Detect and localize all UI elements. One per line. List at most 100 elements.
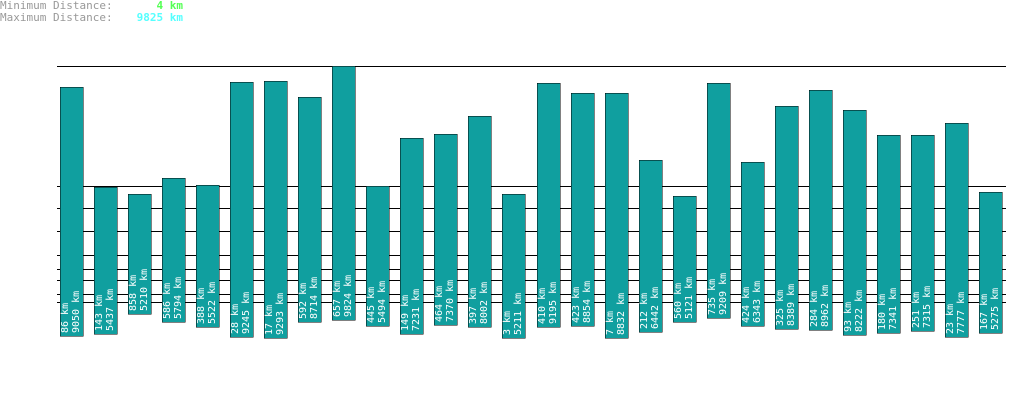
bar-low-label: 397 km [468,288,479,324]
bar-low-label: 28 km [230,304,241,334]
bar-group: 86 km 9050 km [59,86,84,337]
bar-low-label: 592 km [298,283,309,319]
range-bar [638,159,663,333]
bar-group: 251 km 7315 km [910,134,935,332]
bar-group: 149 km 7231 km [399,137,424,335]
bar-low-label: 586 km [162,283,173,319]
bar-group: 657 km 9824 km [331,65,356,321]
range-bar [944,122,969,338]
bar-high-label: 9293 km [275,293,286,335]
bar-high-label: 8714 km [309,277,320,319]
maximum-distance-value: 9825 km [136,11,183,24]
bar-high-label: 7777 km [956,292,967,334]
bar-high-label: 7231 km [411,289,422,331]
bar-group: 586 km 5794 km [161,177,186,323]
bar-high-label: 8832 km [616,293,627,335]
bar-group: 143 km 5437 km [93,186,118,335]
range-bar [706,82,731,319]
minimum-distance-label: Minimum Distance: [0,0,113,12]
distance-summary: Minimum Distance: 4 km Maximum Distance: 9… [0,0,183,24]
bar-high-label: 7341 km [888,288,899,330]
bar-high-label: 7370 km [445,280,456,322]
bar-group: 180 km 7341 km [876,134,901,334]
bar-high-label: 5210 km [139,269,150,311]
bar-low-label: 284 km [809,291,820,327]
bar-group: 7 km 8832 km [604,92,629,339]
bar-group: 464 km 7370 km [433,133,458,326]
range-bar [365,185,390,327]
range-bar [127,193,152,315]
bar-group: 424 km 6343 km [740,161,765,327]
bar-high-label: 5522 km [207,282,218,324]
range-bar [195,184,220,328]
range-bar [93,186,118,335]
bar-low-label: 149 km [400,295,411,331]
bar-low-label: 86 km [60,303,71,333]
bar-group: 592 km 8714 km [297,96,322,323]
bar-high-label: 8222 km [854,290,865,332]
bar-high-label: 9050 km [71,291,82,333]
bar-high-label: 9195 km [548,282,559,324]
bar-group: 858 km 5210 km [127,193,152,315]
range-bar [467,115,492,328]
bar-low-label: 93 km [843,302,854,332]
bars: 86 km 9050 km 143 km 5437 km 858 km 5210 km 58… [59,65,1003,339]
range-bar [570,92,595,327]
bar-low-label: 388 km [196,288,207,324]
range-bar [604,92,629,339]
bar-high-label: 8854 km [582,281,593,323]
bar-low-label: 858 km [128,275,139,311]
bar-low-label: 735 km [707,279,718,315]
bar-group: 3 km 5211 km [501,193,526,339]
bar-high-label: 9824 km [343,275,354,317]
bar-low-label: 410 km [537,288,548,324]
range-bar [229,81,254,338]
bar-low-label: 325 km [775,290,786,326]
range-bar [331,65,356,321]
maximum-distance-row: Maximum Distance: 9825 km [0,12,183,24]
bar-low-label: 464 km [434,286,445,322]
bar-group: 388 km 5522 km [195,184,220,328]
bar-high-label: 6442 km [650,287,661,329]
bar-group: 17 km 9293 km [263,80,288,339]
range-bar [536,82,561,328]
range-bar [263,80,288,339]
bar-low-label: 180 km [877,294,888,330]
range-bar [774,105,799,330]
range-bar [59,86,84,337]
range-bar [842,109,867,336]
bar-group: 410 km 9195 km [536,82,561,328]
range-bar [740,161,765,327]
bar-high-label: 5121 km [684,277,695,319]
bar-low-label: 23 km [945,304,956,334]
range-bar [672,195,697,323]
bar-low-label: 3 km [502,311,513,335]
bar-group: 23 km 7777 km [944,122,969,338]
minimum-distance-value: 4 km [156,0,184,12]
bar-high-label: 8389 km [786,284,797,326]
bar-group: 325 km 8389 km [774,105,799,330]
bar-low-label: 657 km [332,281,343,317]
range-bar [161,177,186,323]
range-bar [910,134,935,332]
bar-group: 397 km 8002 km [467,115,492,328]
bar-low-label: 445 km [366,287,377,323]
bar-group: 167 km 5275 km [978,191,1003,334]
bar-high-label: 5494 km [377,281,388,323]
bar-low-label: 143 km [94,295,105,331]
bar-high-label: 6343 km [752,281,763,323]
range-bar [297,96,322,323]
maximum-distance-label: Maximum Distance: [0,11,113,24]
range-bar [808,89,833,331]
bar-high-label: 8962 km [820,285,831,327]
bar-group: 28 km 9245 km [229,81,254,338]
bar-low-label: 560 km [673,283,684,319]
range-bar [501,193,526,339]
bar-group: 560 km 5121 km [672,195,697,323]
bar-high-label: 5437 km [105,289,116,331]
bar-group: 735 km 9209 km [706,82,731,319]
bar-low-label: 17 km [264,305,275,335]
bar-low-label: 212 km [639,293,650,329]
bar-low-label: 251 km [911,292,922,328]
